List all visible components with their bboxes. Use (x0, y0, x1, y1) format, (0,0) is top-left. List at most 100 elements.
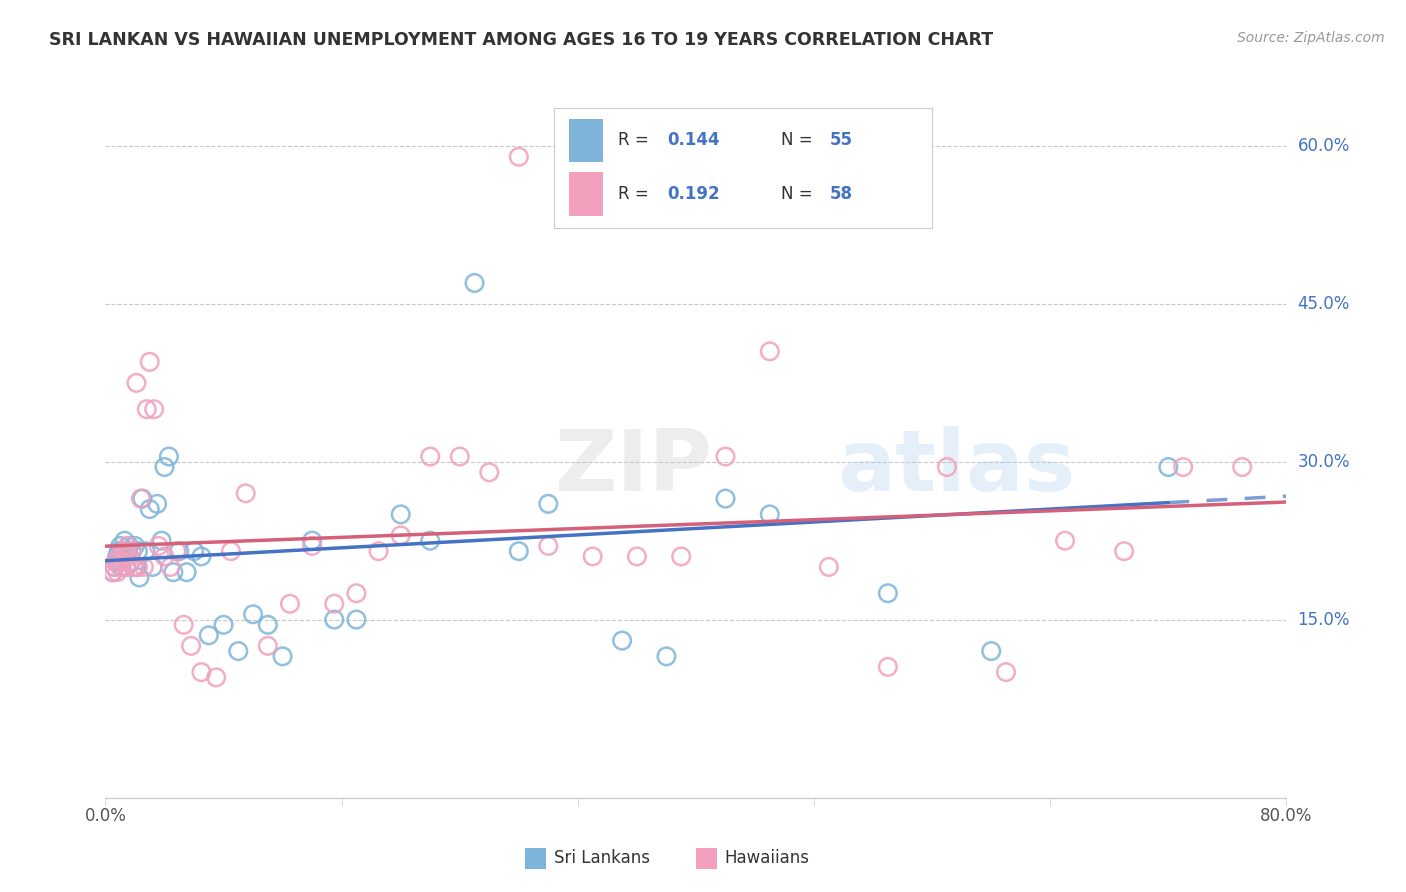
Point (759, 508, 782, 522)
Point (153, 460, 176, 475)
Point (110, 539, 132, 553)
Point (124, 560, 146, 574)
Point (124, 539, 146, 553)
Point (389, 528, 412, 542)
Point (135, 402, 157, 417)
Point (112, 544, 135, 558)
Text: SRI LANKAN VS HAWAIIAN UNEMPLOYMENT AMONG AGES 16 TO 19 YEARS CORRELATION CHART: SRI LANKAN VS HAWAIIAN UNEMPLOYMENT AMON… (49, 31, 993, 49)
Point (759, 344, 782, 359)
FancyBboxPatch shape (524, 847, 546, 869)
Point (226, 644, 250, 658)
Point (655, 649, 678, 664)
Point (153, 549, 176, 564)
Point (173, 617, 195, 632)
Point (346, 613, 368, 627)
Point (118, 539, 141, 553)
Point (714, 450, 737, 464)
Point (323, 613, 346, 627)
Point (271, 649, 294, 664)
Point (1054, 533, 1077, 548)
Point (121, 544, 143, 558)
Point (165, 544, 187, 558)
Point (121, 544, 143, 558)
Point (159, 560, 181, 574)
Point (169, 544, 191, 558)
Point (671, 549, 693, 564)
Point (537, 539, 560, 553)
Point (183, 544, 205, 558)
Point (219, 544, 242, 558)
Point (101, 565, 124, 579)
Point (117, 544, 139, 558)
Point (346, 586, 368, 600)
Point (796, 208, 818, 222)
Point (103, 560, 125, 574)
Point (127, 544, 149, 558)
Point (176, 565, 198, 579)
Point (115, 560, 138, 574)
Point (114, 533, 136, 548)
Point (190, 665, 212, 680)
Point (581, 549, 603, 564)
Point (129, 491, 152, 506)
Point (877, 660, 900, 674)
Point (817, 560, 839, 574)
Text: Hawaiians: Hawaiians (724, 849, 810, 867)
Point (132, 560, 155, 574)
Point (150, 533, 173, 548)
Point (120, 555, 142, 569)
Point (162, 565, 184, 579)
Point (111, 555, 134, 569)
Point (112, 549, 135, 564)
Point (212, 617, 235, 632)
Point (610, 633, 633, 648)
Point (980, 644, 1002, 658)
Point (508, 544, 530, 558)
Point (935, 460, 957, 475)
Text: 60.0%: 60.0% (1298, 137, 1350, 155)
Point (1230, 460, 1253, 475)
Point (134, 544, 156, 558)
Point (197, 628, 219, 642)
Point (190, 549, 212, 564)
Point (118, 549, 141, 564)
Point (127, 560, 149, 574)
Point (142, 560, 165, 574)
Point (138, 355, 160, 369)
Point (138, 502, 160, 516)
Text: atlas: atlas (838, 425, 1076, 508)
Point (105, 565, 128, 579)
Point (256, 617, 278, 632)
Point (323, 597, 346, 611)
Point (301, 539, 323, 553)
Point (278, 597, 301, 611)
Point (389, 508, 412, 522)
Point (256, 639, 278, 653)
Point (235, 486, 257, 500)
Text: 15.0%: 15.0% (1298, 610, 1350, 629)
Point (107, 549, 129, 564)
Point (114, 544, 136, 558)
Point (103, 560, 125, 574)
FancyBboxPatch shape (696, 847, 717, 869)
Point (125, 560, 148, 574)
Point (419, 450, 441, 464)
Point (105, 549, 128, 564)
Point (367, 544, 389, 558)
Point (131, 491, 153, 506)
Point (110, 560, 132, 574)
Text: Source: ZipAtlas.com: Source: ZipAtlas.com (1237, 31, 1385, 45)
Point (1157, 460, 1180, 475)
Point (128, 570, 150, 584)
Point (104, 555, 127, 569)
Text: Sri Lankans: Sri Lankans (554, 849, 650, 867)
Point (301, 533, 323, 548)
Text: 30.0%: 30.0% (1298, 453, 1350, 471)
Point (449, 450, 471, 464)
Point (205, 670, 228, 684)
Point (115, 560, 138, 574)
Point (107, 544, 129, 558)
Point (122, 560, 145, 574)
Point (110, 555, 132, 569)
Point (122, 560, 145, 574)
